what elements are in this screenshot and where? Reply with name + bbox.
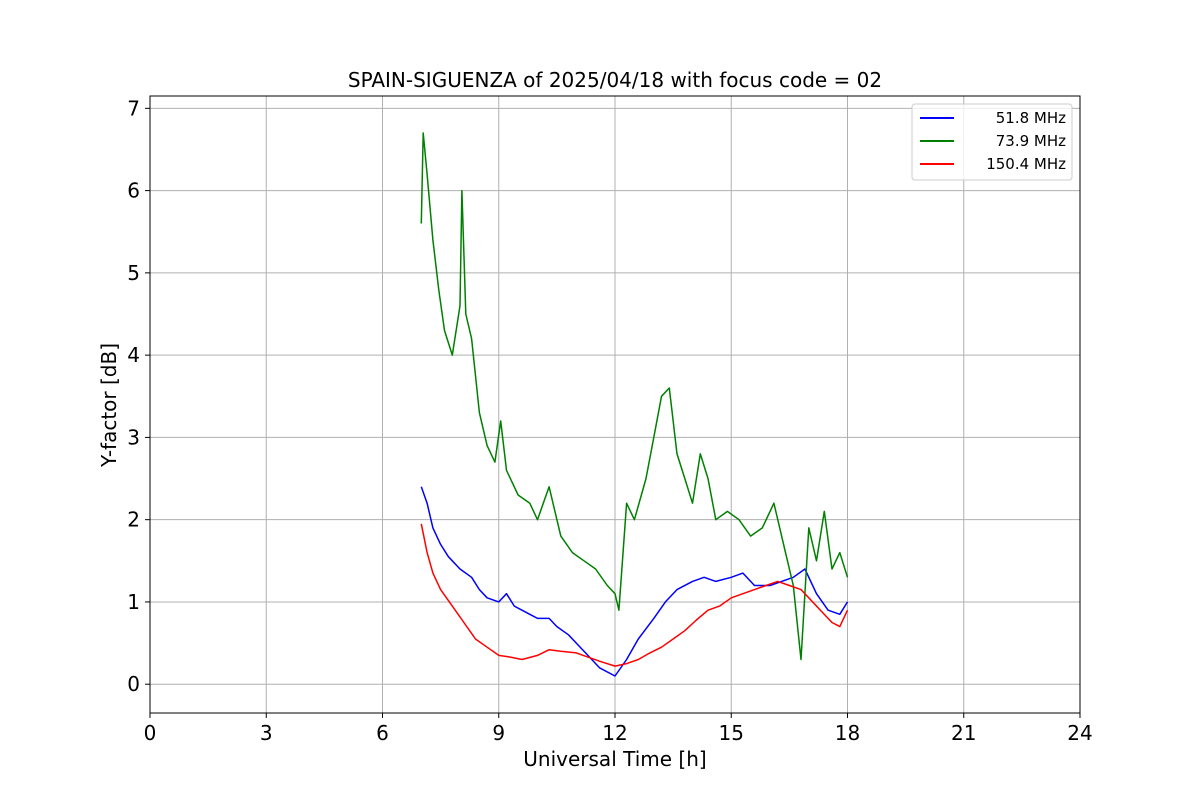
y-tick-label: 7 <box>127 96 140 120</box>
legend: 51.8 MHz 73.9 MHz 150.4 MHz <box>911 103 1073 181</box>
x-tick-label: 12 <box>602 721 627 745</box>
x-tick-label: 15 <box>719 721 744 745</box>
y-tick-label: 4 <box>127 343 140 367</box>
x-tick-label: 6 <box>376 721 389 745</box>
legend-items: 51.8 MHz 73.9 MHz 150.4 MHz <box>920 109 1066 173</box>
series-line-0 <box>420 486 849 677</box>
x-tick-label: 18 <box>835 721 860 745</box>
y-tick-label: 1 <box>127 590 140 614</box>
x-tick-label: 9 <box>492 721 505 745</box>
plot-series <box>420 132 849 677</box>
series-line-1 <box>420 132 849 661</box>
y-tick-label: 0 <box>127 672 140 696</box>
chart-title: SPAIN-SIGUENZA of 2025/04/18 with focus … <box>348 68 882 92</box>
y-tick-label: 3 <box>127 425 140 449</box>
y-tick-label: 6 <box>127 179 140 203</box>
x-axis-label: Universal Time [h] <box>523 747 706 771</box>
legend-label: 150.4 MHz <box>986 155 1066 173</box>
y-axis-label: Y-factor [dB] <box>97 343 121 468</box>
x-tick-label: 21 <box>951 721 976 745</box>
x-tick-label: 3 <box>260 721 273 745</box>
series-line-2 <box>420 523 849 667</box>
legend-label: 73.9 MHz <box>996 132 1066 150</box>
x-tick-label: 0 <box>144 721 157 745</box>
x-tick-label: 24 <box>1067 721 1092 745</box>
y-tick-label: 2 <box>127 508 140 532</box>
y-tick-label: 5 <box>127 261 140 285</box>
legend-label: 51.8 MHz <box>996 109 1066 127</box>
legend-box <box>911 103 1073 181</box>
